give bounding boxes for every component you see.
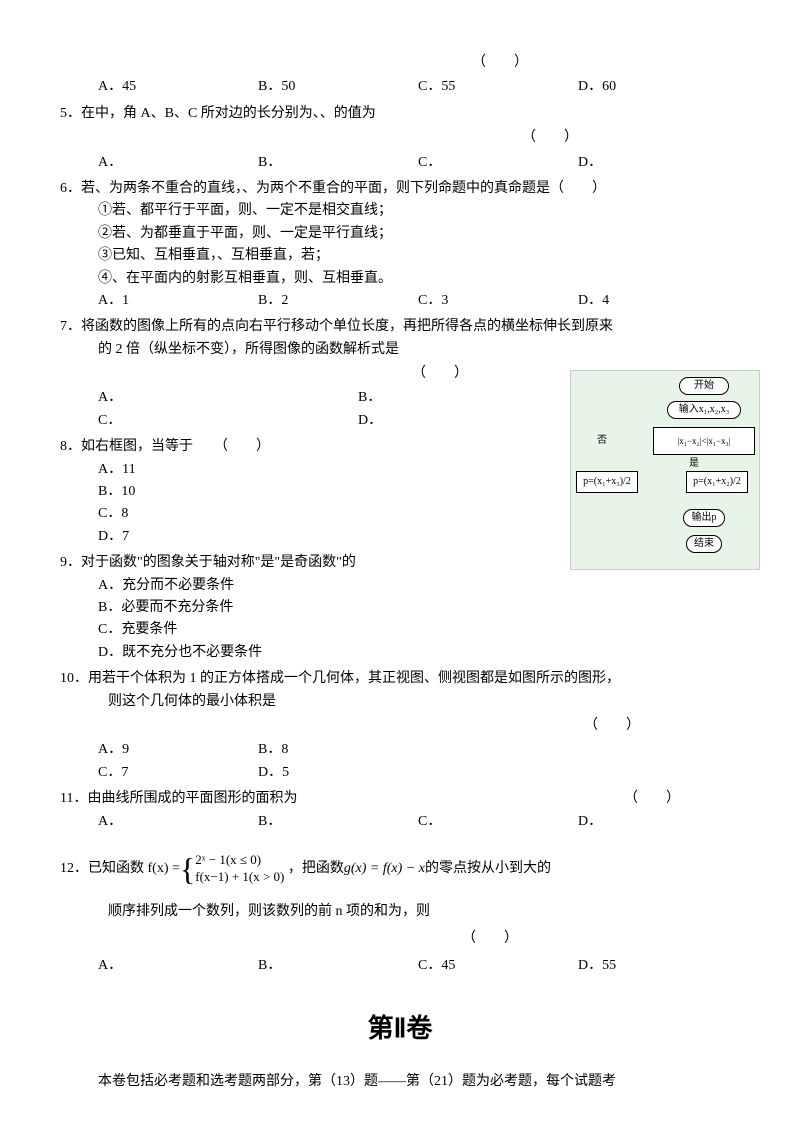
question-5: 5．在中，角 A、B、C 所对边的长分别为、、的值为 （ ） A． B． C． …	[60, 103, 740, 174]
q7-opt-c: C．	[98, 410, 358, 432]
q10-text: 用若干个体积为 1 的正方体搭成一个几何体，其正视图、侧视图都是如图所示的图形，	[88, 671, 620, 686]
q9-num: 9．	[60, 555, 81, 570]
fc-decision: |x₁−x₂|<|x₁−x₃|	[653, 427, 755, 455]
q12-text4: 顺序排列成一个数列，则该数列的前 n 项的和为，则	[108, 901, 740, 923]
q6-line1: ①若、都平行于平面，则、一定不是相交直线；	[98, 200, 740, 222]
q12-fx: f(x) =	[148, 855, 180, 883]
q4-opt-c: C．55	[418, 76, 578, 98]
fc-output: 输出p	[683, 509, 725, 527]
section-2-desc: 本卷包括必考题和选考题两部分，第（13）题——第（21）题为必考题，每个试题考	[98, 1069, 740, 1094]
q12-opt-c: C．45	[418, 955, 578, 977]
q11-opt-a: A．	[98, 811, 258, 833]
fc-input: 输入x₁,x₂,x₃	[667, 401, 741, 419]
question-10: 10．用若干个体积为 1 的正方体搭成一个几何体，其正视图、侧视图都是如图所示的…	[60, 668, 740, 784]
q6-opt-d: D．4	[578, 290, 738, 312]
fc-no-label: 否	[597, 433, 607, 449]
question-4-tail: （ ） A．45 B．50 C．55 D．60	[60, 52, 740, 99]
section-2-title: 第Ⅱ卷	[60, 1008, 740, 1050]
q12-text1: 已知函数	[88, 861, 148, 876]
brace-icon: {	[180, 837, 195, 901]
question-11: 11．由曲线所围成的平面图形的面积为 （ ） A． B． C． D．	[60, 788, 740, 833]
q7-text: 将函数的图像上所有的点向右平行移动个单位长度，再把所得各点的横坐标伸长到原来	[81, 319, 613, 334]
q12-cases: 2ˣ − 1(x ≤ 0)f(x−1) + 1(x > 0)	[195, 852, 284, 886]
q10-options-ab: A．9 B．8	[98, 739, 740, 761]
q4-opt-d: D．60	[578, 76, 738, 98]
q10-num: 10．	[60, 671, 88, 686]
q9-opt-b: B．必要而不充分条件	[98, 597, 740, 619]
q7-text2: 的 2 倍（纵坐标不变），所得图像的函数解析式是	[98, 339, 740, 361]
q9-text: 对于函数"的图象关于轴对称"是"是奇函数"的	[81, 555, 356, 570]
q6-line2: ②若、为都垂直于平面，则、一定是平行直线；	[98, 223, 740, 245]
q12-text3: 的零点按从小到大的	[425, 861, 551, 876]
question-12: 12．已知函数 f(x) = {2ˣ − 1(x ≤ 0)f(x−1) + 1(…	[60, 837, 740, 978]
q4-opt-a: A．45	[98, 76, 258, 98]
q7-num: 7．	[60, 319, 81, 334]
q8-text: 如右框图，当等于 （ ）	[81, 439, 270, 454]
q10-text2: 则这个几何体的最小体积是	[108, 691, 740, 713]
q8-num: 8．	[60, 439, 81, 454]
q12-num: 12．	[60, 861, 88, 876]
q11-opt-d: D．	[578, 811, 738, 833]
q6-options: A．1 B．2 C．3 D．4	[98, 290, 740, 312]
q11-opt-b: B．	[258, 811, 418, 833]
q6-text: 若、为两条不重合的直线，、为两个不重合的平面，则下列命题中的真命题是（ ）	[81, 181, 606, 196]
q12-text2: ，把函数	[288, 861, 344, 876]
q6-opt-a: A．1	[98, 290, 258, 312]
q5-text: 在中，角 A、B、C 所对边的长分别为、、的值为	[81, 106, 376, 121]
q10-options-cd: C．7 D．5	[98, 762, 740, 784]
q5-opt-b: B．	[258, 152, 418, 174]
flowchart-diagram: 开始 输入x₁,x₂,x₃ |x₁−x₂|<|x₁−x₃| 是 否 p=(x₁+…	[570, 370, 760, 570]
q6-num: 6．	[60, 181, 81, 196]
q11-num: 11．	[60, 791, 87, 806]
fc-end: 结束	[686, 535, 722, 553]
q12-options: A． B． C．45 D．55	[98, 955, 740, 977]
q12-paren: （ ）	[240, 925, 740, 953]
q5-num: 5．	[60, 106, 81, 121]
q10-opt-d: D．5	[258, 762, 418, 784]
q10-paren: （ ）	[60, 715, 640, 737]
q5-paren: （ ）	[360, 127, 740, 149]
q10-opt-a: A．9	[98, 739, 258, 761]
q11-opt-c: C．	[418, 811, 578, 833]
q6-line3: ③已知、互相垂直，、互相垂直，若；	[98, 245, 740, 267]
q11-text: 由曲线所围成的平面图形的面积为	[87, 791, 297, 806]
q5-opt-a: A．	[98, 152, 258, 174]
fc-box-left: p=(x₁+x₃)/2	[576, 471, 638, 493]
q10-opt-b: B．8	[258, 739, 418, 761]
q7-opt-a: A．	[98, 387, 358, 409]
q6-opt-c: C．3	[418, 290, 578, 312]
q12-opt-d: D．55	[578, 955, 738, 977]
q9-opt-d: D．既不充分也不必要条件	[98, 642, 740, 664]
q9-opt-c: C．充要条件	[98, 619, 740, 641]
fc-yes-label: 是	[689, 456, 699, 472]
q12-opt-b: B．	[258, 955, 418, 977]
q11-options: A． B． C． D．	[98, 811, 740, 833]
q6-line4: ④、在平面内的射影互相垂直，则、互相垂直。	[98, 268, 740, 290]
q4-paren: （ ）	[260, 52, 740, 74]
q5-opt-c: C．	[418, 152, 578, 174]
q6-opt-b: B．2	[258, 290, 418, 312]
question-6: 6．若、为两条不重合的直线，、为两个不重合的平面，则下列命题中的真命题是（ ） …	[60, 178, 740, 312]
fc-box-right: p=(x₁+x₂)/2	[686, 471, 748, 493]
q11-paren: （ ）	[624, 788, 680, 810]
q9-opt-a: A．充分而不必要条件	[98, 575, 740, 597]
q10-opt-c: C．7	[98, 762, 258, 784]
q5-options: A． B． C． D．	[98, 152, 740, 174]
q12-opt-a: A．	[98, 955, 258, 977]
q4-options: A．45 B．50 C．55 D．60	[98, 76, 740, 98]
fc-start: 开始	[679, 377, 729, 395]
q12-gx: g(x) = f(x) − x	[344, 861, 425, 876]
q4-opt-b: B．50	[258, 76, 418, 98]
q5-opt-d: D．	[578, 152, 738, 174]
